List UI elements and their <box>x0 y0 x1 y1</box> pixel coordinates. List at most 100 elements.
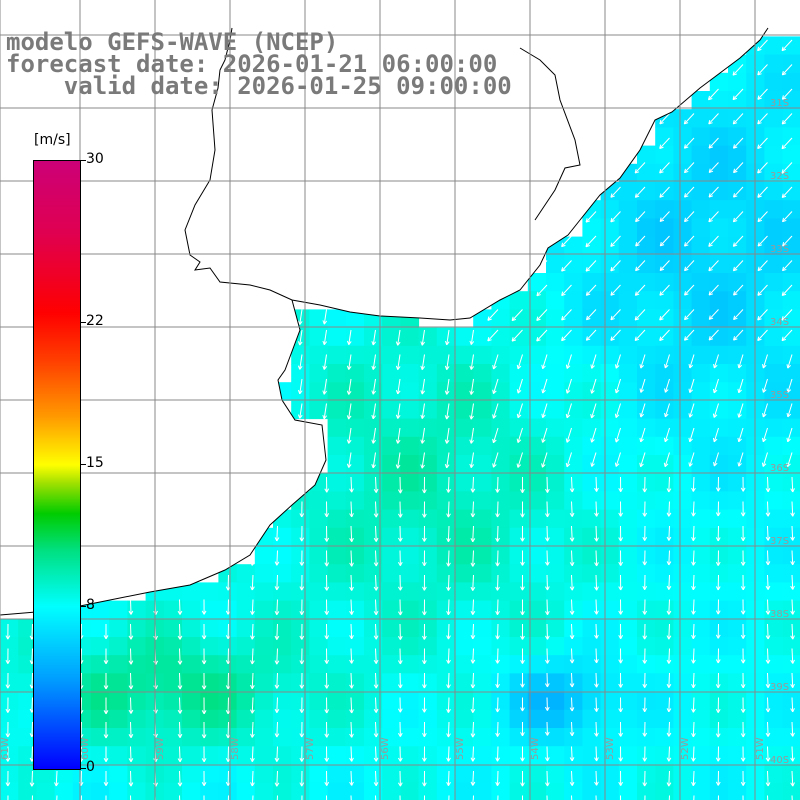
wind-speed-cell <box>473 746 492 765</box>
wind-speed-cell <box>673 582 693 602</box>
wind-arrow <box>642 746 648 762</box>
wind-arrow <box>324 770 330 786</box>
wind-speed-cell <box>509 364 529 383</box>
wind-arrow <box>177 746 183 763</box>
south-america-landmass <box>0 0 800 320</box>
wind-speed-cell <box>400 455 420 474</box>
wind-speed-cell <box>291 582 310 602</box>
wind-arrow <box>757 329 768 341</box>
wind-speed-cell <box>618 418 638 438</box>
wind-speed-cell <box>436 473 456 492</box>
wind-speed-cell <box>509 728 529 747</box>
wind-arrow <box>740 746 746 762</box>
wind-arrow <box>324 623 330 640</box>
wind-speed-cell <box>345 491 365 511</box>
wind-arrow <box>472 795 474 800</box>
wind-speed-cell <box>436 746 456 765</box>
wind-arrow <box>666 672 672 688</box>
wind-arrow <box>642 476 648 493</box>
wind-arrow <box>790 746 795 762</box>
wind-speed-cell <box>309 728 329 747</box>
wind-speed-cell <box>764 527 784 547</box>
wind-arrow <box>610 186 621 198</box>
wind-speed-cell <box>582 546 602 565</box>
wind-speed-cell <box>400 673 420 693</box>
wind-speed-cell <box>782 527 800 547</box>
wind-arrow <box>128 648 134 665</box>
wind-arrow <box>659 162 670 174</box>
wind-speed-cell <box>546 309 565 329</box>
wind-arrow <box>346 452 352 468</box>
wind-speed-cell <box>618 182 638 201</box>
wind-speed-cell <box>127 691 147 711</box>
wind-speed-cell <box>582 691 602 711</box>
wind-speed-cell <box>18 782 37 800</box>
wind-speed-cell <box>382 764 401 784</box>
wind-speed-cell <box>564 345 583 365</box>
wind-arrow <box>541 354 548 370</box>
wind-arrow <box>5 648 11 664</box>
wind-speed-cell <box>691 546 711 565</box>
wind-arrow <box>349 648 354 664</box>
wind-speed-cell <box>564 327 583 347</box>
wind-speed-cell <box>527 527 547 547</box>
wind-speed-cell <box>455 509 474 529</box>
wind-arrow <box>663 427 670 443</box>
wind-speed-cell <box>582 309 602 329</box>
wind-speed-cell <box>364 691 383 711</box>
wind-speed-cell <box>618 491 638 511</box>
wind-speed-cell <box>728 455 747 474</box>
wind-arrow <box>708 260 719 272</box>
wind-speed-cell <box>364 527 383 547</box>
wind-speed-cell <box>473 327 492 347</box>
wind-arrow <box>397 672 403 689</box>
wind-speed-cell <box>72 782 92 800</box>
wind-speed-cell <box>691 418 711 438</box>
wind-speed-cell <box>709 746 729 765</box>
wind-speed-cell <box>309 746 329 765</box>
wind-speed-cell <box>564 618 583 638</box>
wind-speed-cell <box>491 618 511 638</box>
wind-speed-cell <box>746 564 765 583</box>
wind-arrow <box>349 525 354 542</box>
wind-arrow <box>495 623 500 640</box>
wind-speed-cell <box>382 546 401 565</box>
wind-arrow <box>790 648 795 664</box>
wind-speed-cell <box>782 291 800 310</box>
model-title: modelo GEFS-WAVE (NCEP) <box>6 28 339 56</box>
wind-arrow <box>446 574 451 591</box>
wind-arrow <box>715 770 721 786</box>
wind-arrow <box>594 721 599 737</box>
wind-speed-cell <box>546 782 565 800</box>
wind-speed-cell <box>436 546 456 565</box>
wind-speed-cell <box>764 673 784 693</box>
wind-arrow <box>274 623 280 640</box>
wind-speed-cell <box>382 618 401 638</box>
wind-speed-cell <box>127 782 147 800</box>
wind-speed-cell <box>728 436 747 456</box>
wind-speed-cell <box>764 236 784 256</box>
wind-speed-cell <box>764 109 784 128</box>
wind-speed-cell <box>254 564 274 583</box>
wind-arrow <box>765 574 771 590</box>
wind-arrow <box>395 427 401 444</box>
wind-arrow <box>297 309 303 325</box>
wind-speed-cell <box>691 364 711 383</box>
wind-arrow <box>765 746 771 762</box>
wind-arrow <box>397 599 403 616</box>
valid-date: valid date: 2026-01-25 09:00:00 <box>6 74 512 98</box>
wind-speed-cell <box>746 382 765 401</box>
wind-arrow <box>618 721 623 737</box>
wind-speed-cell <box>728 273 747 292</box>
wind-arrow <box>765 770 771 787</box>
wind-speed-cell <box>455 491 474 511</box>
wind-arrow <box>594 550 599 567</box>
wind-arrow <box>446 746 451 762</box>
wind-arrow <box>201 770 207 787</box>
wind-speed-cell <box>309 637 329 656</box>
wind-arrow <box>618 501 623 517</box>
wind-arrow <box>492 354 499 370</box>
wind-speed-cell <box>546 527 565 547</box>
wind-speed-cell <box>200 582 219 602</box>
wind-speed-cell <box>327 764 347 784</box>
